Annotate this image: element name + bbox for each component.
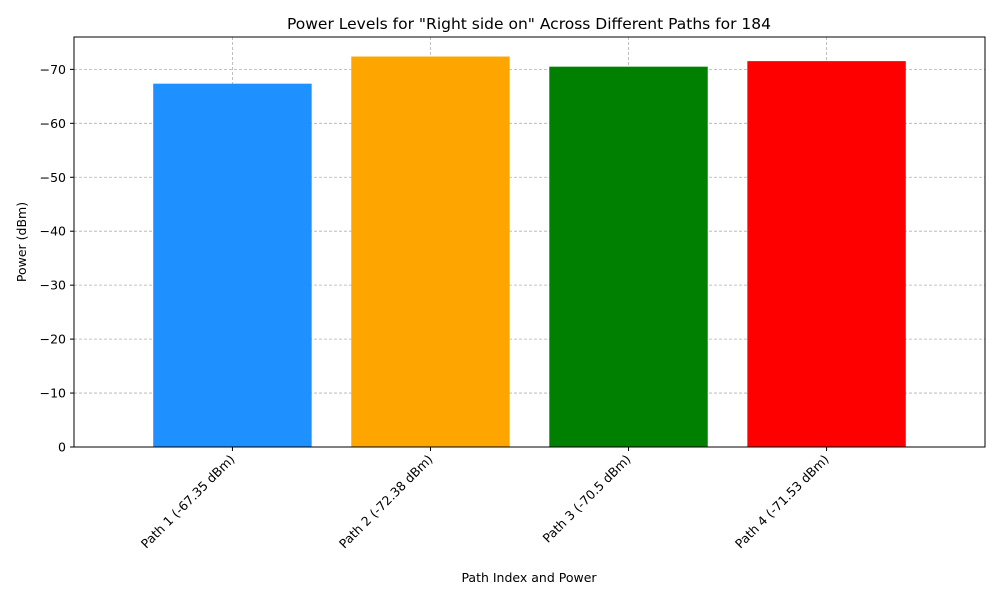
bar xyxy=(747,61,906,448)
y-tick-label: −50 xyxy=(40,170,66,185)
y-axis-label: Power (dBm) xyxy=(14,202,29,282)
y-tick-label: −10 xyxy=(40,386,66,401)
bar xyxy=(549,66,708,447)
x-tick-label: Path 3 (-70.5 dBm) xyxy=(540,452,634,546)
chart-title: Power Levels for "Right side on" Across … xyxy=(287,15,771,33)
plot-area-frame xyxy=(73,36,986,448)
y-tick-label: 0 xyxy=(58,440,66,455)
x-tick-label: Path 4 (-71.53 dBm) xyxy=(732,452,832,552)
y-axis: 0 −10 −20 −30 −40 −50 −60 −70 xyxy=(40,62,74,455)
bar xyxy=(153,83,312,447)
x-axis-label: Path Index and Power xyxy=(461,570,597,585)
y-tick-label: −40 xyxy=(40,224,66,239)
bar xyxy=(351,56,510,448)
x-tick-label: Path 2 (-72.38 dBm) xyxy=(336,452,436,552)
x-tick-label: Path 1 (-67.35 dBm) xyxy=(138,452,238,552)
y-tick-label: −60 xyxy=(40,116,66,131)
y-tick-label: −70 xyxy=(40,62,66,77)
y-tick-label: −20 xyxy=(40,332,66,347)
x-axis: Path 1 (-67.35 dBm) Path 2 (-72.38 dBm) Pa… xyxy=(138,447,832,551)
y-tick-label: −30 xyxy=(40,278,66,293)
bars xyxy=(153,56,906,448)
